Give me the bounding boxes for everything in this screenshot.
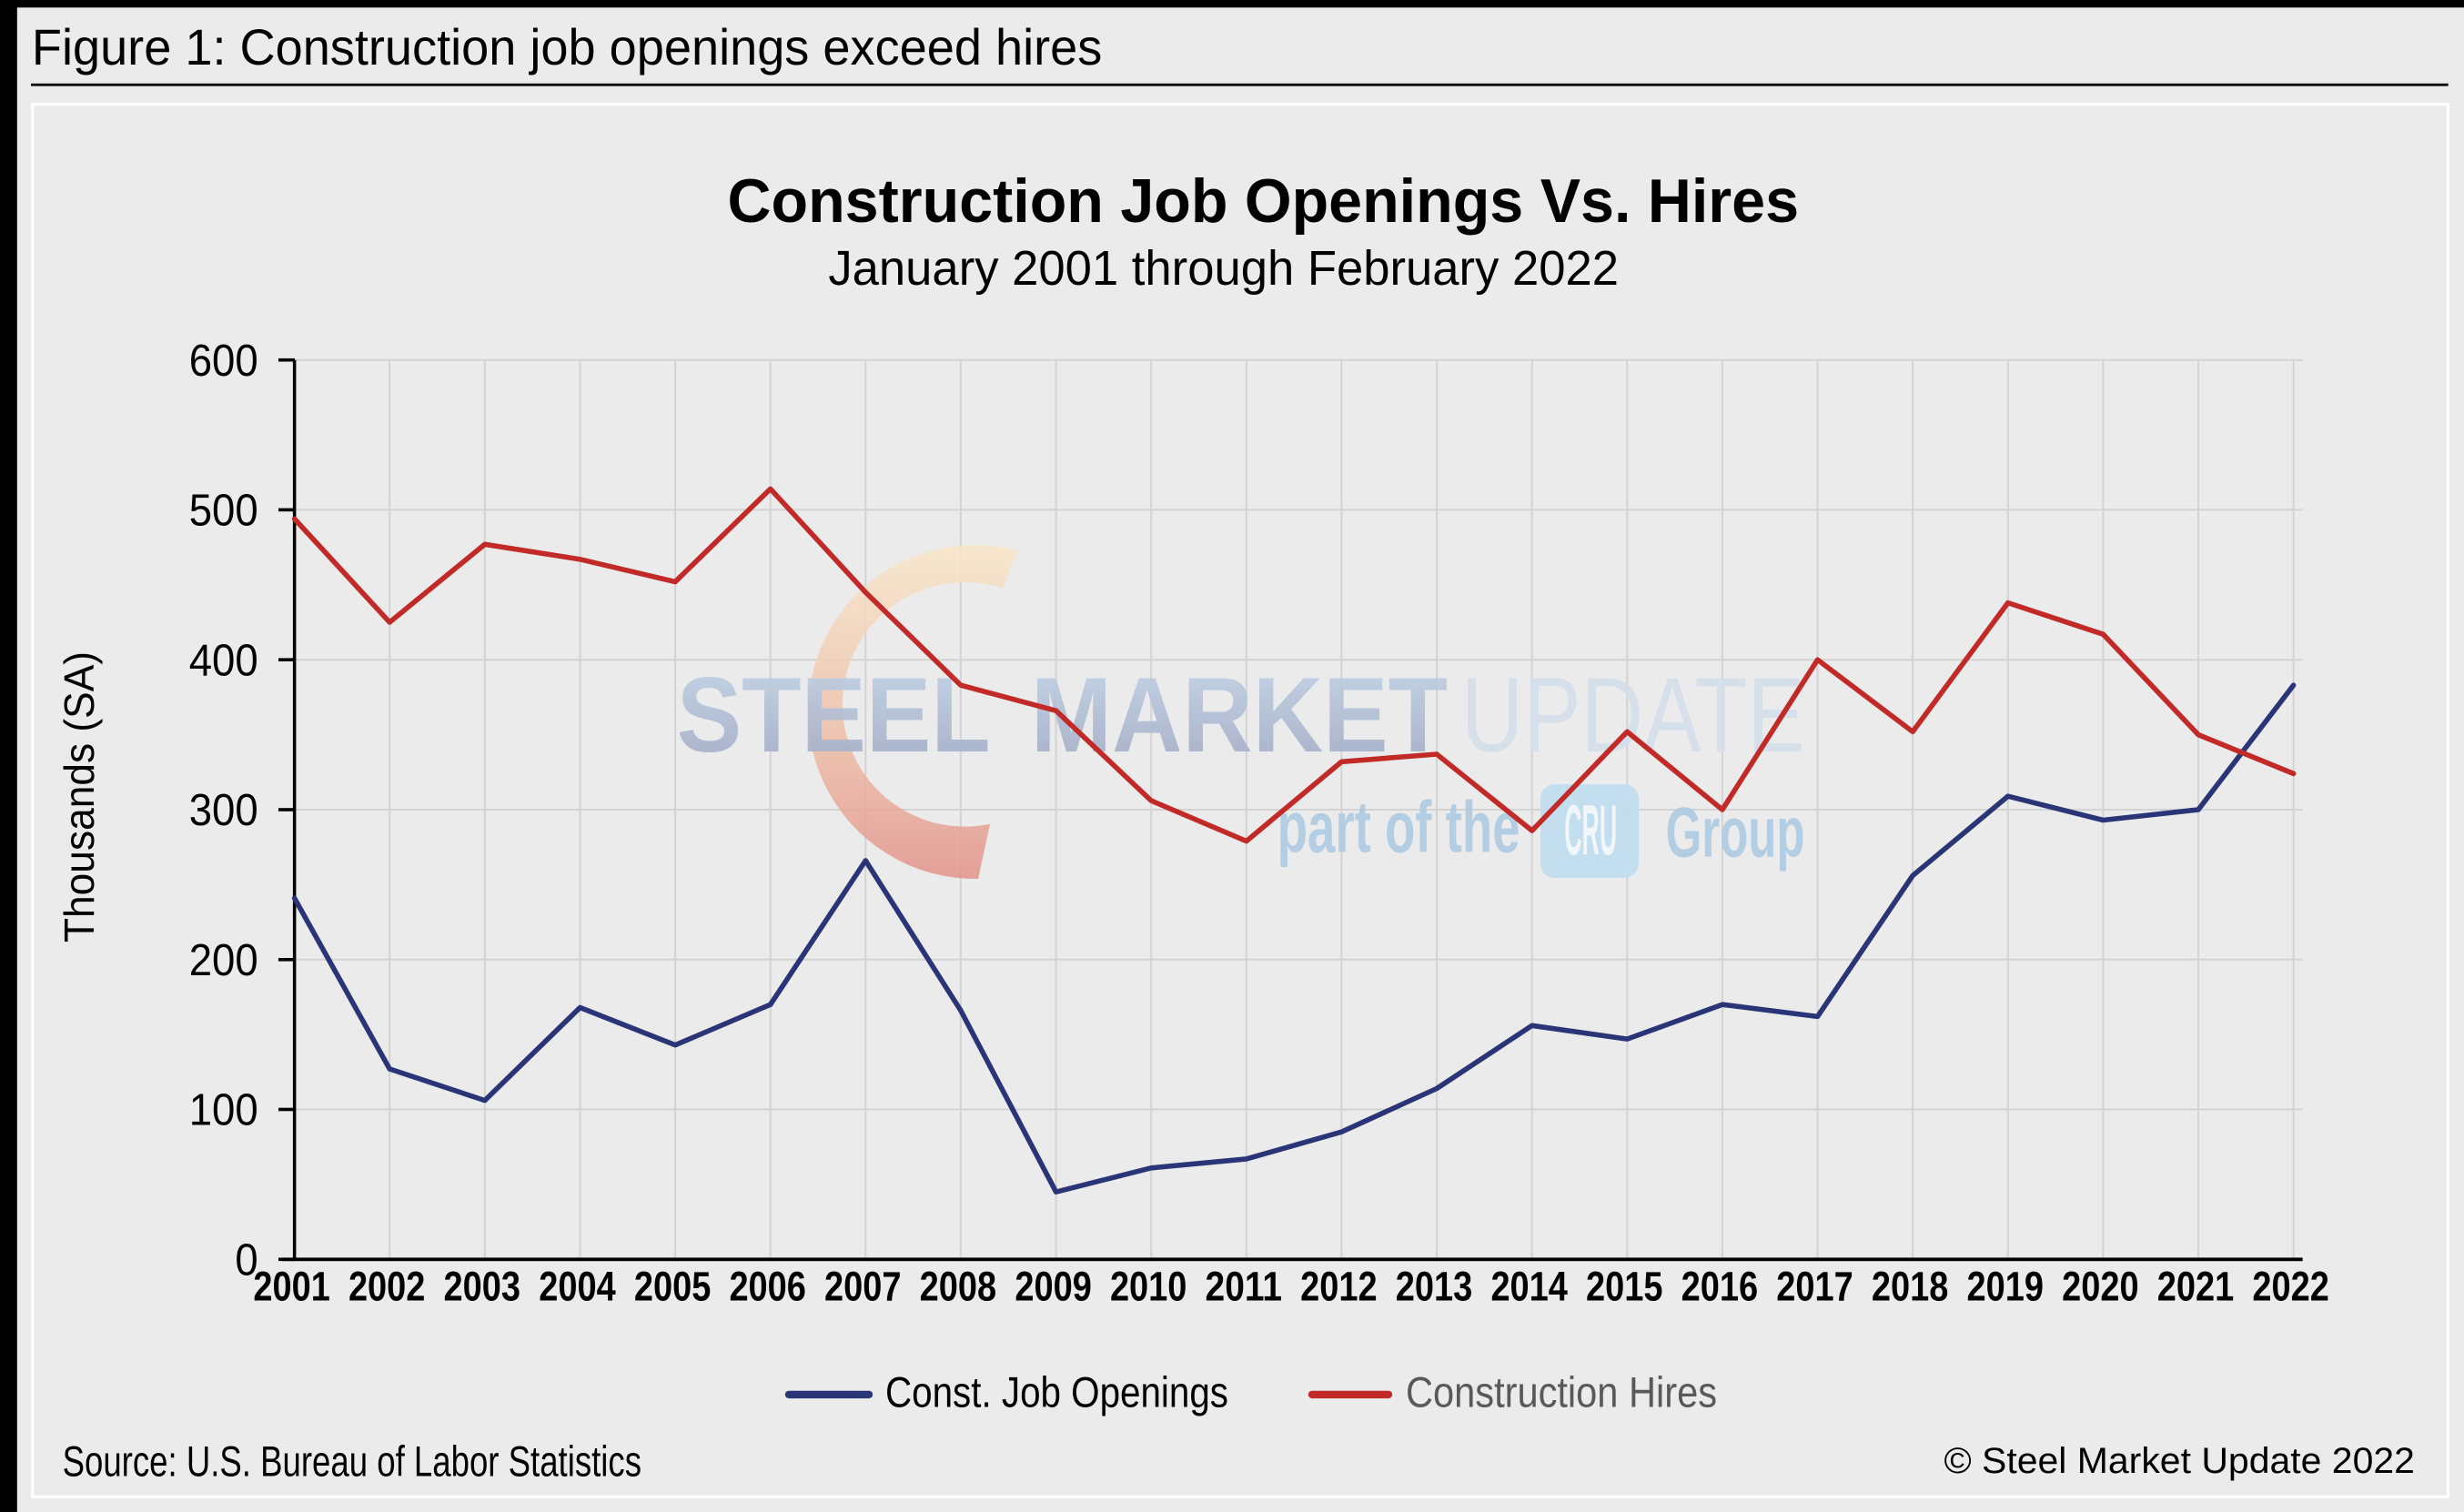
svg-text:2010: 2010 <box>1110 1264 1187 1310</box>
svg-text:2006: 2006 <box>729 1264 806 1310</box>
svg-text:2021: 2021 <box>2157 1264 2235 1310</box>
svg-text:2022: 2022 <box>2252 1264 2329 1310</box>
svg-text:2018: 2018 <box>1872 1264 1949 1310</box>
svg-text:100: 100 <box>189 1086 258 1135</box>
svg-text:Construction Job Openings Vs.: Construction Job Openings Vs. Hires <box>728 166 1800 236</box>
svg-text:2013: 2013 <box>1396 1264 1473 1310</box>
svg-text:0: 0 <box>235 1236 258 1285</box>
svg-text:2016: 2016 <box>1681 1264 1759 1310</box>
svg-text:2005: 2005 <box>634 1264 712 1310</box>
svg-text:2012: 2012 <box>1300 1264 1378 1310</box>
svg-text:2008: 2008 <box>920 1264 997 1310</box>
svg-text:2020: 2020 <box>2062 1264 2139 1310</box>
svg-text:January 2001 through February: January 2001 through February 2022 <box>828 241 1619 296</box>
svg-text:Construction Hires: Construction Hires <box>1406 1368 1717 1416</box>
svg-text:STEEL: STEEL <box>677 655 991 774</box>
svg-text:2002: 2002 <box>348 1264 426 1310</box>
svg-text:2014: 2014 <box>1490 1264 1568 1310</box>
svg-text:2003: 2003 <box>444 1264 521 1310</box>
svg-text:2009: 2009 <box>1015 1264 1092 1310</box>
svg-text:Figure 1: Construction job ope: Figure 1: Construction job openings exce… <box>32 19 1102 76</box>
svg-text:Const. Job Openings: Const. Job Openings <box>885 1368 1228 1416</box>
svg-text:600: 600 <box>189 337 258 386</box>
svg-text:Source: U.S. Bureau of Labor: Source: U.S. Bureau of Labor Statistics <box>63 1438 641 1487</box>
svg-text:UPDATE: UPDATE <box>1461 655 1805 774</box>
svg-text:part of the: part of the <box>1277 787 1520 868</box>
svg-text:2007: 2007 <box>824 1264 902 1310</box>
svg-text:© Steel Market Update 2022: © Steel Market Update 2022 <box>1944 1441 2415 1481</box>
svg-text:400: 400 <box>189 636 258 685</box>
svg-text:2019: 2019 <box>1967 1264 2045 1310</box>
svg-text:2011: 2011 <box>1206 1264 1283 1310</box>
svg-text:200: 200 <box>189 936 258 985</box>
svg-text:2015: 2015 <box>1586 1264 1663 1310</box>
svg-text:Thousands (SA): Thousands (SA) <box>56 651 103 942</box>
svg-text:300: 300 <box>189 786 258 835</box>
svg-text:Group: Group <box>1666 792 1805 872</box>
svg-text:500: 500 <box>189 487 258 536</box>
svg-text:CRU: CRU <box>1564 790 1617 870</box>
svg-text:2017: 2017 <box>1776 1264 1853 1310</box>
svg-text:2004: 2004 <box>539 1264 616 1310</box>
svg-text:2001: 2001 <box>253 1264 330 1310</box>
